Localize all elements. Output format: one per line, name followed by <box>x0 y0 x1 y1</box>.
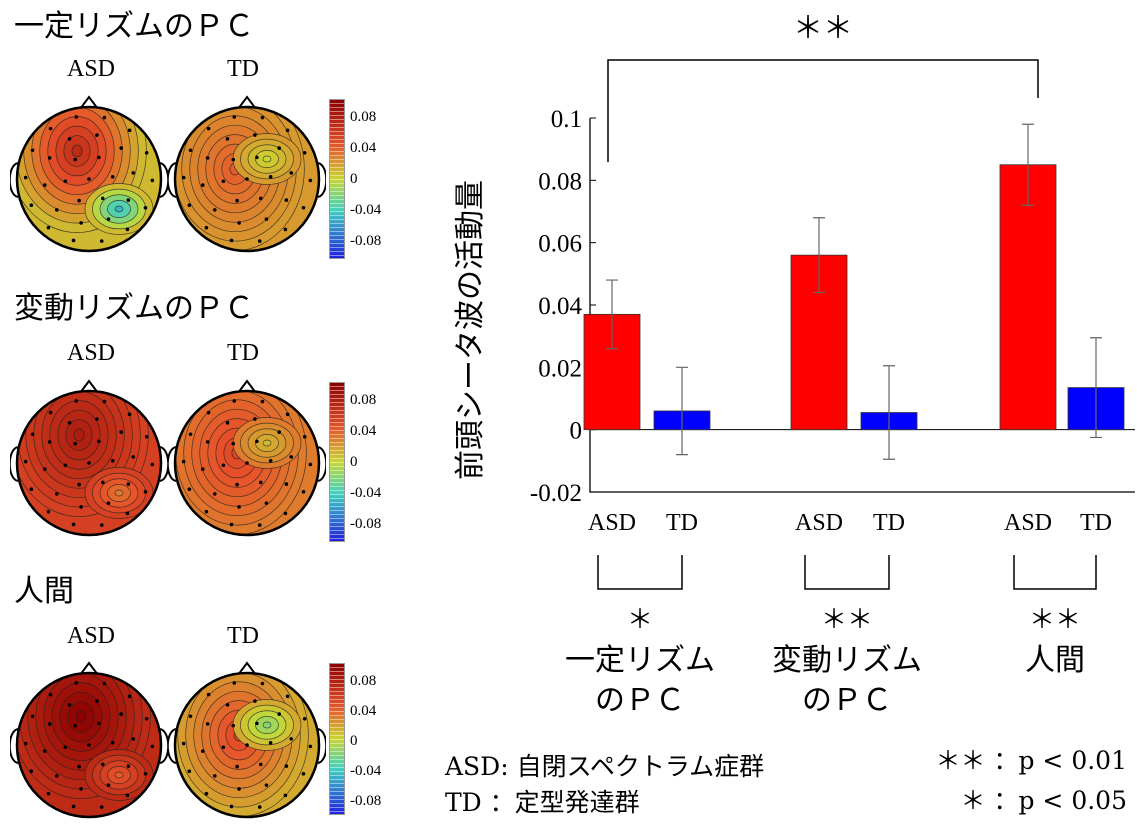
legend-significance-p01: ＊＊ ：p < 0.01 <box>935 746 1127 775</box>
colorbar-tick: 0 <box>350 454 358 470</box>
colorbar-tick: 0.04 <box>350 140 377 156</box>
y-tick-label: 0 <box>570 418 583 445</box>
legend-abbr-asd: ASD: 自閉スペクトラム症群 <box>445 752 765 781</box>
topomap-td <box>166 368 328 562</box>
x-group-label: TD <box>666 510 698 536</box>
category-label: 一定リズム <box>565 644 715 677</box>
top-significance: ＊＊ <box>793 12 853 45</box>
x-group-label: ASD <box>795 510 843 536</box>
colorbar-gradient <box>329 99 345 259</box>
error-bar <box>1090 337 1102 439</box>
group-label-asd: ASD <box>67 340 116 366</box>
colorbar-tick: 0 <box>350 733 358 749</box>
group-label-asd: ASD <box>67 623 116 649</box>
colorbar-gradient <box>329 663 345 815</box>
legend-significance-p05: ＊ ：p < 0.05 <box>960 786 1127 815</box>
y-tick-label: 0.06 <box>538 231 582 258</box>
y-tick-label: 0.1 <box>551 106 582 133</box>
within-significance: ＊＊ <box>821 605 873 634</box>
within-significance: ＊＊ <box>1029 605 1081 634</box>
within-bracket <box>804 555 890 590</box>
within-bracket <box>1013 555 1097 590</box>
error-bar <box>883 365 895 460</box>
section-title: 一定リズムのＰＣ <box>14 9 254 44</box>
group-label-td: TD <box>227 56 259 82</box>
x-group-label: ASD <box>588 510 636 536</box>
colorbar-tick: 0.08 <box>350 109 377 125</box>
error-bar <box>1022 123 1034 206</box>
category-label: 変動リズム <box>772 644 922 677</box>
category-label: 人間 <box>1025 644 1085 677</box>
category-label: のＰＣ <box>802 684 892 717</box>
bar-asd-3 <box>999 164 1057 431</box>
colorbar-tick: -0.08 <box>350 233 382 249</box>
legend-abbr-td: TD ：定型発達群 <box>445 788 640 817</box>
x-group-label: ASD <box>1004 510 1052 536</box>
group-label-td: TD <box>227 623 259 649</box>
colorbar-tick: 0.08 <box>350 392 377 408</box>
colorbar-tick: 0.08 <box>350 673 377 689</box>
within-bracket <box>597 555 683 590</box>
colorbar-tick: -0.04 <box>350 485 382 501</box>
colorbar-tick: -0.04 <box>350 202 382 218</box>
bar-chart: -0.02 0 0.02 0.04 0.06 0.08 0.1 前頭シータ波の活動量 ASD TD… <box>454 12 1135 717</box>
colorbar-tick: -0.08 <box>350 516 382 532</box>
topomap-asd <box>8 368 170 562</box>
within-significance: ＊ <box>627 605 653 634</box>
section-title: 人間 <box>14 574 74 609</box>
y-tick-label: 0.04 <box>538 293 582 320</box>
y-tick-label: 0.02 <box>538 355 582 382</box>
colorbar-tick: -0.04 <box>350 763 382 779</box>
colorbar-tick: 0 <box>350 171 358 187</box>
x-group-label: TD <box>873 510 905 536</box>
colorbar-tick: -0.08 <box>350 793 382 809</box>
topomap-asd <box>8 84 170 278</box>
error-bar <box>813 217 825 294</box>
x-group-label: TD <box>1080 510 1112 536</box>
colorbar-tick: 0.04 <box>350 703 377 719</box>
colorbar-tick: 0.04 <box>350 423 377 439</box>
error-bar <box>676 366 688 456</box>
error-bar <box>606 279 618 350</box>
y-tick-label: -0.02 <box>530 480 582 507</box>
topomap-td <box>166 84 328 278</box>
category-label: のＰＣ <box>595 684 685 717</box>
section-title: 変動リズムのＰＣ <box>14 291 254 326</box>
colorbar-gradient <box>329 382 345 542</box>
topomap-asd <box>8 650 170 824</box>
group-label-td: TD <box>227 340 259 366</box>
y-axis-label: 前頭シータ波の活動量 <box>454 180 487 480</box>
top-bracket <box>607 59 1039 162</box>
topomap-td <box>166 650 328 824</box>
group-label-asd: ASD <box>67 56 116 82</box>
y-tick-label: 0.08 <box>538 168 582 195</box>
